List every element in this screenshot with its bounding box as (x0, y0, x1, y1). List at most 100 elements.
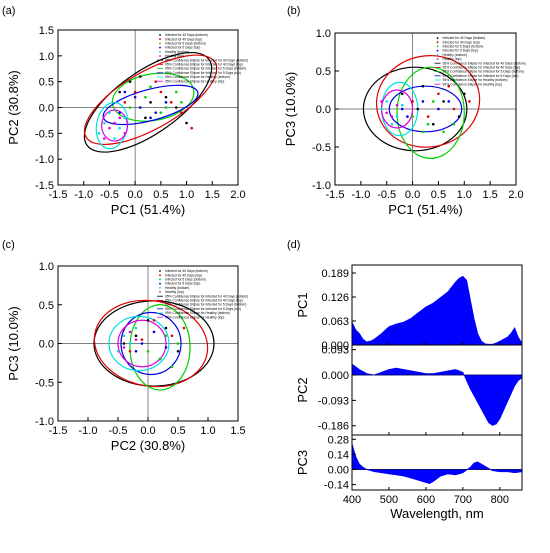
point-s3-5 (123, 90, 127, 94)
legend-entry: 95% Confidence Ellipse for Infected for … (165, 71, 241, 75)
point-s3-2 (149, 116, 152, 120)
scatter-points (116, 318, 186, 369)
spectrum-area (352, 275, 522, 345)
x-tick-label: 1.5 (230, 425, 245, 437)
legend-entry: Healthy (bottom) (165, 286, 189, 290)
point-s4-3 (395, 115, 399, 118)
x-tick-label: -1.0 (351, 189, 370, 201)
legend: Infected for 40 Days (bottom)Infected fo… (157, 33, 248, 83)
y-tick-label: 0.0 (316, 104, 331, 116)
point-s4-1 (390, 122, 394, 126)
legend-entry: 95% Confidence Ellipse for Infected for … (443, 70, 524, 74)
x-axis-label: PC1 (51.4%) (388, 202, 462, 217)
point-s5-0 (108, 126, 111, 130)
legend-entry: Infected for 5 Days (top) (165, 46, 200, 50)
legend-entry: 95% Confidence Ellipse for Infected for … (165, 58, 248, 62)
x-tick-label: 600 (417, 494, 435, 506)
x-tick-label: -1.0 (74, 189, 93, 201)
point-s5-3 (390, 115, 394, 118)
x-tick-label: -0.5 (377, 189, 396, 201)
spectrum-subplot-2: 0.093 0.000 -0.093 -0.186 PC2 (295, 344, 523, 436)
point-s1-0 (152, 318, 156, 322)
y-tick-label: -0.093 (318, 395, 349, 407)
point-s2-1 (170, 365, 174, 369)
point-s5-0 (122, 346, 126, 349)
legend-marker (436, 49, 439, 52)
legend-entry: Infected for 5 Days (top) (165, 282, 200, 286)
x-tick-label: 700 (454, 494, 472, 506)
point-s1-4 (182, 326, 186, 330)
point-s3-1 (133, 95, 137, 99)
point-s1-3 (154, 80, 158, 83)
legend-entry: 95% Confidence Ellipse for Healthy (bott… (165, 311, 230, 315)
legend-entry: 95% Confidence Ellipse for Healthy (top) (165, 315, 224, 319)
y-tick-label: -0.5 (312, 142, 331, 154)
point-s0-5 (462, 92, 466, 96)
panel-label: (a) (2, 5, 15, 17)
x-tick-label: 1.0 (457, 189, 472, 201)
x-tick-label: 0.0 (127, 189, 142, 201)
point-s1-4 (468, 100, 471, 103)
point-s2-0 (426, 122, 430, 126)
legend-marker (159, 46, 161, 49)
point-s3-2 (164, 346, 168, 349)
x-tick-label: 0.0 (140, 425, 155, 437)
point-s2-0 (158, 357, 162, 361)
legend-entry: 95% Confidence Ellipse for Healthy (bott… (443, 78, 508, 82)
point-s5-2 (128, 330, 132, 334)
ellipse-2 (396, 66, 465, 160)
y-tick-label: -1.0 (35, 416, 54, 428)
legend-entry: 95% Confidence Ellipse for Infected for … (165, 294, 248, 298)
y-tick-label: 1.0 (316, 28, 331, 40)
legend: Infected for 40 Days (bottom) Infected fo… (157, 269, 248, 319)
point-s0-4 (431, 122, 435, 126)
point-s4-3 (122, 334, 126, 338)
y-tick-label: 0.28 (328, 434, 349, 446)
legend-entry: 95% Confidence Ellipse for Healthy (top) (443, 82, 502, 86)
point-s4-4 (400, 103, 404, 107)
y-tick-label: -1.5 (35, 180, 54, 192)
point-s4-0 (102, 121, 106, 125)
legend-entry: Infected for 40 Days (top) (165, 37, 202, 41)
point-s0-4 (149, 101, 152, 104)
point-s4-4 (97, 132, 101, 135)
y-tick-label: 0.093 (321, 345, 349, 357)
point-s0-1 (442, 100, 445, 103)
point-s1-1 (128, 349, 132, 353)
point-s3-6 (154, 111, 158, 114)
legend-entry: Infected for 5 Days (top) (443, 49, 478, 53)
point-s0-3 (185, 121, 188, 125)
legend-entry: 95% Confidence Ellipse for Infected for … (443, 61, 526, 65)
panel-c: (c)-1.5 -1.0 -0.5 0.0 0.5 1.0 1.5-1.0-0.50.00.… (2, 239, 248, 453)
x-tick-label: 2.0 (230, 189, 245, 201)
point-s5-1 (134, 338, 138, 341)
point-s5-2 (102, 137, 106, 140)
legend-entry: Infected for 40 Days (top) (443, 40, 480, 44)
legend-entry: 95% Confidence Ellipse for Infected for … (165, 307, 241, 311)
legend-marker (436, 41, 439, 44)
ellipse-0 (83, 51, 213, 153)
legend-entry: Infected for 40 Days (bottom) (165, 269, 208, 273)
point-s0-3 (400, 92, 404, 96)
legend-marker (159, 270, 161, 272)
point-s2-2 (411, 115, 414, 118)
legend-entry: Infected for 5 Days (bottom) (165, 278, 206, 282)
point-s2-2 (174, 90, 178, 94)
y-axis-label: PC2 (295, 377, 310, 402)
y-axis-label: PC1 (295, 292, 310, 317)
legend-entry: 95% Confidence Ellipse for Infected for … (443, 66, 521, 70)
point-s3-4 (447, 100, 451, 103)
point-s0-0 (164, 326, 168, 330)
x-tick-label: -0.5 (109, 425, 128, 437)
point-s0-1 (134, 334, 138, 338)
y-tick-label: -0.5 (35, 377, 54, 389)
legend-marker (159, 282, 161, 285)
ellipse-0 (362, 66, 468, 152)
point-s0-0 (118, 90, 122, 94)
subplot-frame (351, 434, 523, 491)
point-s3-3 (164, 101, 168, 104)
point-s2-3 (128, 106, 132, 109)
point-s1-0 (159, 90, 163, 94)
y-tick-label: -0.14 (324, 480, 349, 492)
